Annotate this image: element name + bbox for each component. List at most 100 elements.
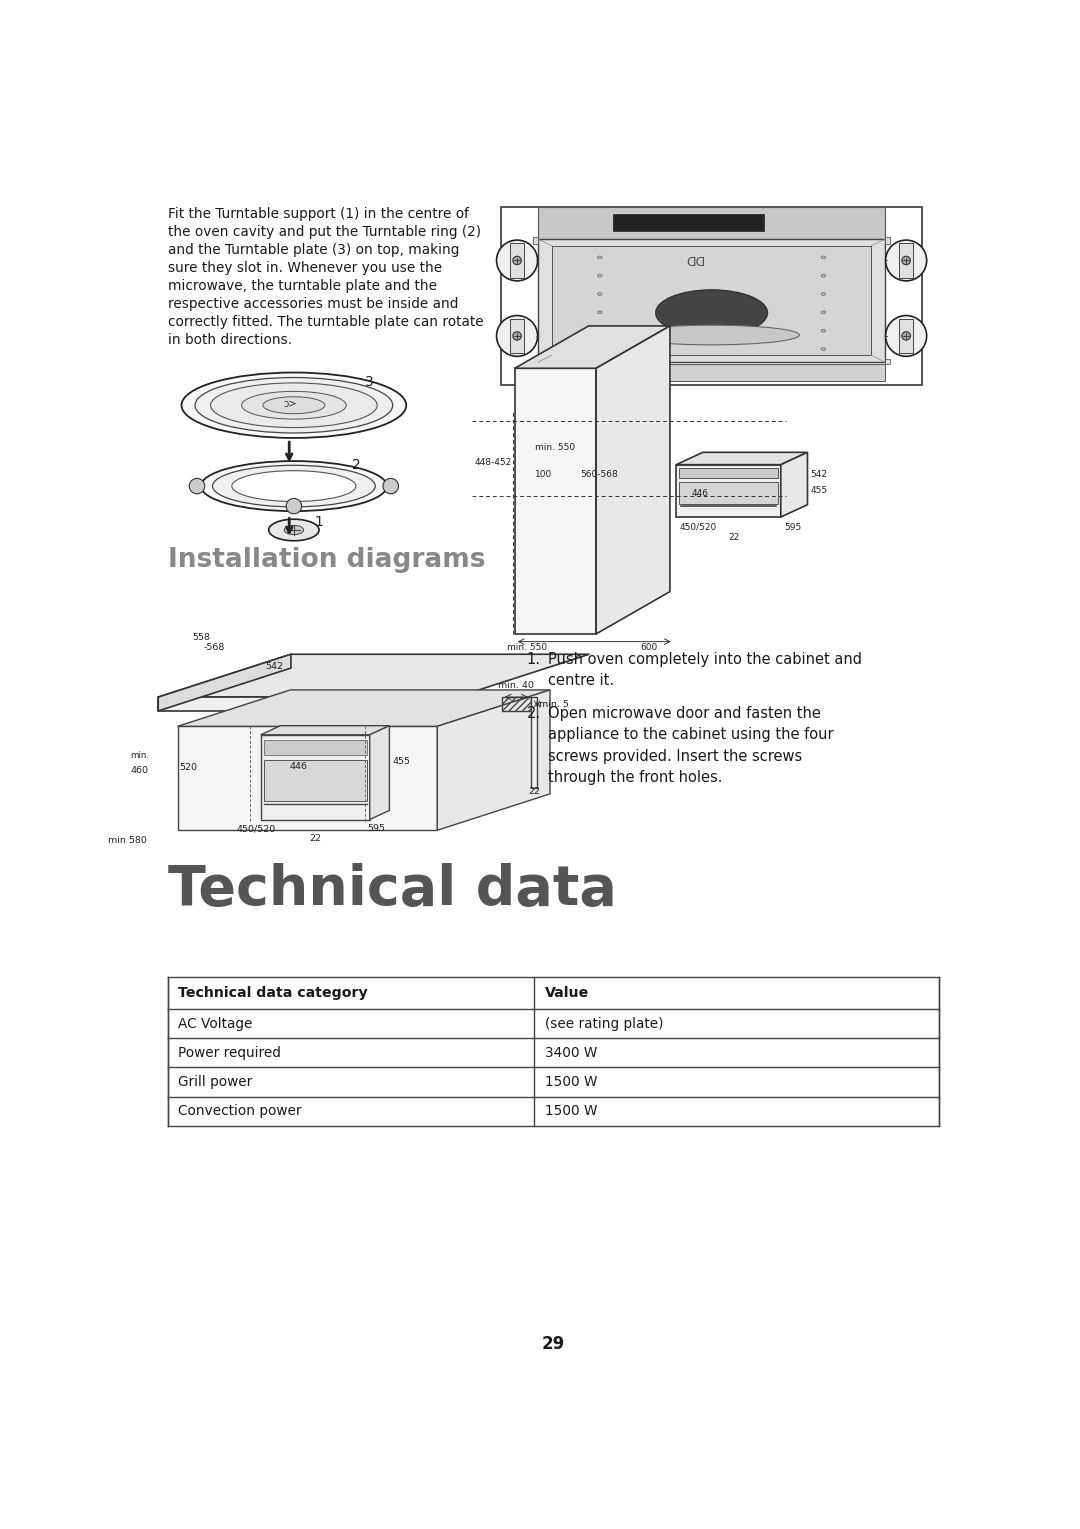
Ellipse shape [284,526,303,535]
Ellipse shape [821,274,826,277]
Bar [515,368,596,635]
Text: 1.: 1. [526,651,540,667]
Text: min. 550: min. 550 [507,644,548,653]
Ellipse shape [242,391,347,419]
Circle shape [513,257,522,265]
Ellipse shape [656,291,768,336]
Circle shape [902,257,910,265]
Circle shape [497,240,538,281]
Text: Open microwave door and fasten the
appliance to the cabinet using the four
screw: Open microwave door and fasten the appli… [548,705,834,786]
Text: 448-452: 448-452 [474,457,512,466]
Ellipse shape [597,292,603,295]
Bar [899,318,914,353]
Ellipse shape [821,255,826,258]
Text: 2.: 2. [526,705,540,720]
Polygon shape [159,654,590,697]
Text: 2: 2 [352,459,361,472]
Text: 22: 22 [309,833,321,842]
Text: (see rating plate): (see rating plate) [545,1017,663,1031]
Text: 450/520: 450/520 [237,824,275,833]
Text: min 580: min 580 [108,836,147,844]
Text: and the Turntable plate (3) on top, making: and the Turntable plate (3) on top, maki… [167,243,459,257]
Text: Technical data category: Technical data category [178,986,368,1000]
Bar [886,359,890,364]
Bar [510,243,524,278]
Ellipse shape [821,310,826,313]
Ellipse shape [597,329,603,332]
Bar [538,364,886,381]
Circle shape [513,332,522,339]
Bar [538,239,886,362]
Text: 520: 520 [179,763,198,772]
Text: 22: 22 [728,532,740,541]
Bar [676,465,781,517]
Polygon shape [177,690,550,726]
Bar [260,735,369,820]
Text: 450/520: 450/520 [680,523,717,532]
Text: min. 5: min. 5 [539,699,569,708]
Text: 595: 595 [367,824,384,833]
Text: 3: 3 [365,375,374,390]
Text: min. 40: min. 40 [498,680,535,690]
Ellipse shape [597,255,603,258]
Polygon shape [515,326,670,368]
Ellipse shape [597,347,603,350]
Ellipse shape [269,520,319,541]
Text: 455: 455 [811,486,827,495]
Polygon shape [437,690,550,830]
Text: min.: min. [130,751,149,760]
Text: 455: 455 [392,757,410,766]
Text: ꓷꓷ: ꓷꓷ [687,255,705,269]
Text: Grill power: Grill power [178,1075,253,1089]
Text: 100: 100 [535,471,552,480]
Ellipse shape [624,326,799,346]
Text: correctly fitted. The turntable plate can rotate: correctly fitted. The turntable plate ca… [167,315,483,329]
Text: in both directions.: in both directions. [167,333,292,347]
Text: -568: -568 [203,642,225,651]
Ellipse shape [201,462,387,511]
Bar [264,760,366,801]
Text: ↄ>: ↄ> [283,399,297,408]
Text: 595: 595 [784,523,801,532]
Ellipse shape [181,373,406,437]
Bar [538,206,886,239]
Text: Value: Value [545,986,590,1000]
Bar [264,740,366,755]
Text: 22: 22 [528,787,540,797]
Ellipse shape [597,310,603,313]
Text: 29: 29 [542,1335,565,1353]
Text: the oven cavity and put the Turntable ring (2): the oven cavity and put the Turntable ri… [167,225,481,239]
Bar [159,697,457,711]
Circle shape [902,332,910,339]
Text: microwave, the turntable plate and the: microwave, the turntable plate and the [167,278,436,294]
Text: 542: 542 [811,469,827,479]
Polygon shape [676,453,808,465]
Text: Power required: Power required [178,1046,281,1060]
Text: 446: 446 [289,761,308,771]
Ellipse shape [821,292,826,295]
Text: sure they slot in. Whenever you use the: sure they slot in. Whenever you use the [167,261,442,275]
Bar [899,243,914,278]
Text: 600: 600 [640,644,658,653]
Text: Installation diagrams: Installation diagrams [167,547,485,573]
Text: 542: 542 [266,662,283,671]
Bar [534,237,538,243]
Text: AC Voltage: AC Voltage [178,1017,253,1031]
Polygon shape [369,726,390,820]
Circle shape [383,479,399,494]
Bar [679,468,778,477]
Text: min. 550: min. 550 [535,443,576,453]
Text: 446: 446 [691,489,708,498]
Text: Fit the Turntable support (1) in the centre of: Fit the Turntable support (1) in the cen… [167,206,469,220]
Circle shape [886,240,927,281]
Text: Technical data: Technical data [167,862,617,916]
Text: 558: 558 [192,633,210,642]
Bar [679,482,778,505]
Ellipse shape [821,329,826,332]
Ellipse shape [597,274,603,277]
Text: respective accessories must be inside and: respective accessories must be inside an… [167,297,458,310]
Polygon shape [159,654,291,711]
Circle shape [189,479,205,494]
Circle shape [286,498,301,514]
Text: Convection power: Convection power [178,1104,302,1118]
